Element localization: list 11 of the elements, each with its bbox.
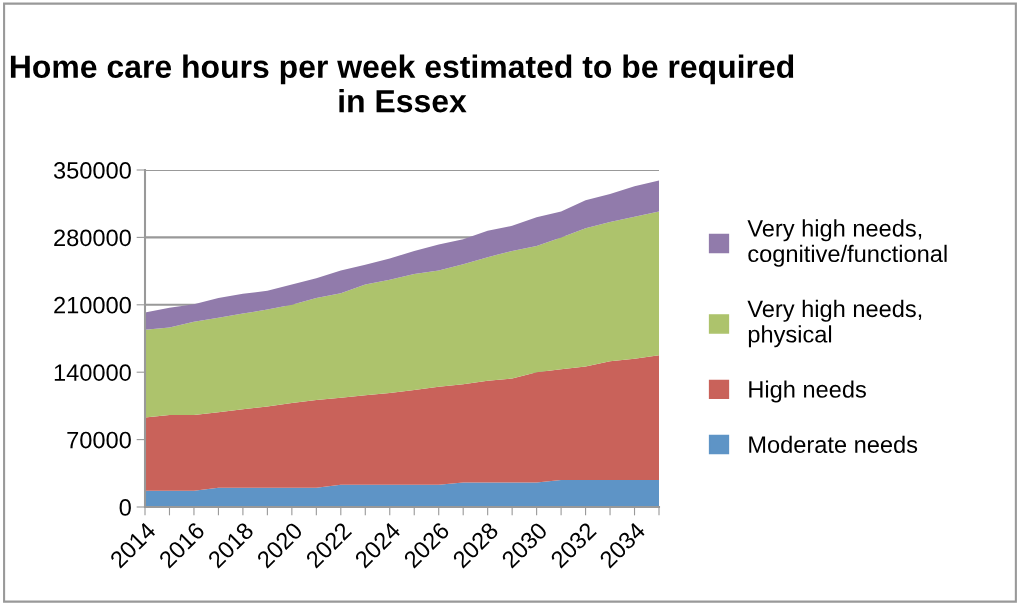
- legend-label: Very high needs, physical: [747, 299, 922, 348]
- chart-title: Home care hours per week estimated to be required in Essex: [10, 54, 794, 113]
- y-tick-label: 280000: [54, 229, 131, 247]
- y-tick-label: 0: [119, 499, 131, 516]
- y-tick-label: 140000: [54, 364, 131, 381]
- y-tick-label: 210000: [54, 296, 131, 314]
- legend-label: High needs: [749, 380, 866, 403]
- legend-label: Moderate needs: [749, 435, 918, 453]
- legend-label: Very high needs, cognitive/functional: [747, 219, 947, 267]
- y-tick-label: 70000: [67, 431, 131, 449]
- y-tick-label: 350000: [53, 162, 131, 179]
